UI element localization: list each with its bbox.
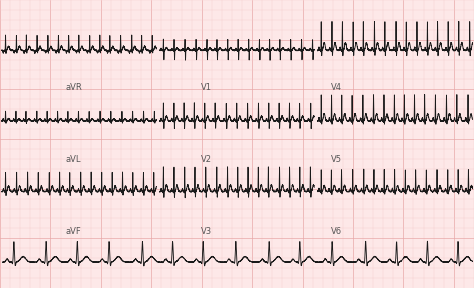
Text: aVL: aVL <box>66 155 81 164</box>
Text: V3: V3 <box>201 227 212 236</box>
Text: aVF: aVF <box>65 227 82 236</box>
Text: V5: V5 <box>331 155 342 164</box>
Text: V2: V2 <box>201 155 212 164</box>
Text: V4: V4 <box>331 83 342 92</box>
Text: V6: V6 <box>331 227 342 236</box>
Text: aVR: aVR <box>65 83 82 92</box>
Text: V1: V1 <box>201 83 212 92</box>
